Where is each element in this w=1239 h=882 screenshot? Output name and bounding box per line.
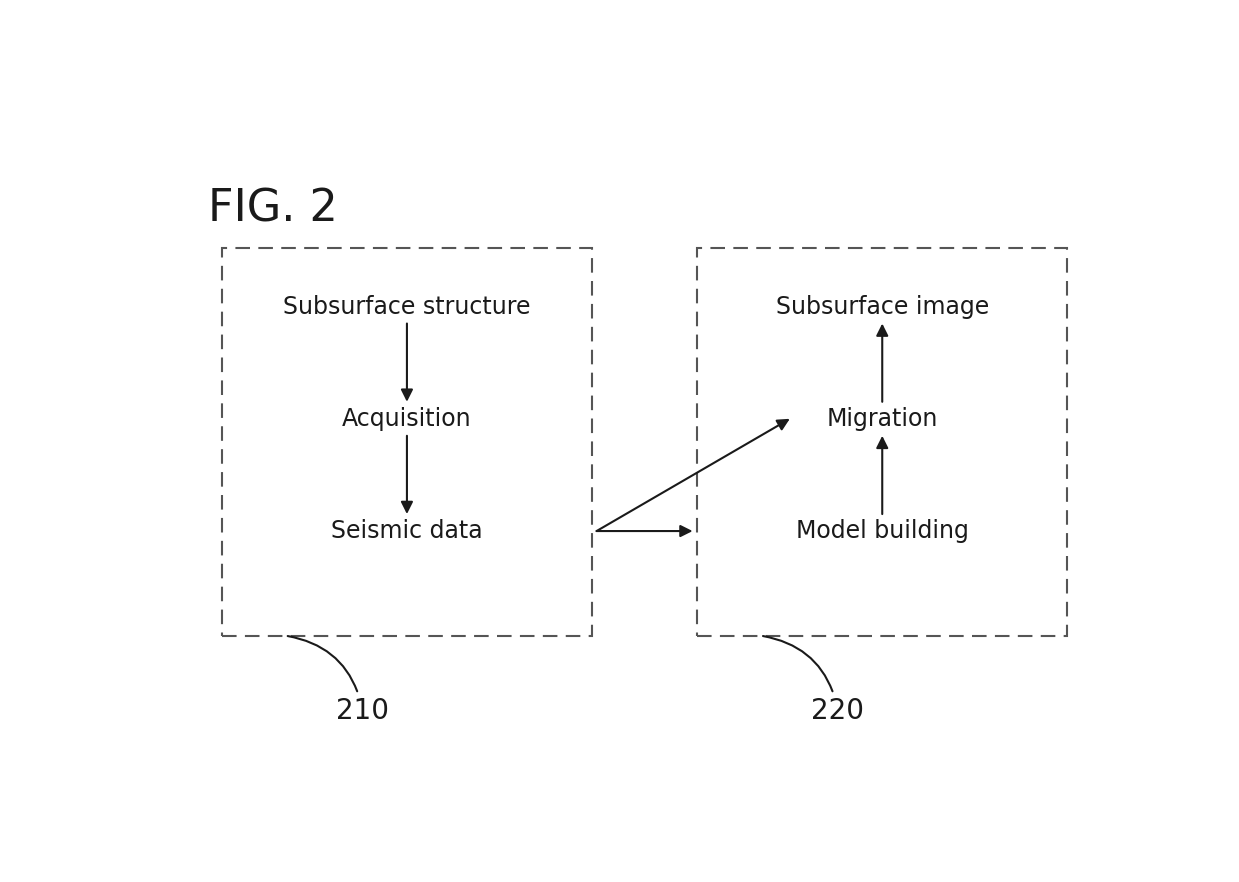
Text: 210: 210 — [287, 636, 389, 725]
Text: Migration: Migration — [826, 407, 938, 430]
Text: Subsurface image: Subsurface image — [776, 295, 989, 318]
Text: Seismic data: Seismic data — [331, 519, 483, 543]
Bar — [698, 249, 1067, 636]
Text: 220: 220 — [763, 636, 865, 725]
Text: Acquisition: Acquisition — [342, 407, 472, 430]
Text: Subsurface structure: Subsurface structure — [284, 295, 530, 318]
Text: Model building: Model building — [795, 519, 969, 543]
Bar — [222, 249, 592, 636]
Text: FIG. 2: FIG. 2 — [208, 187, 337, 230]
